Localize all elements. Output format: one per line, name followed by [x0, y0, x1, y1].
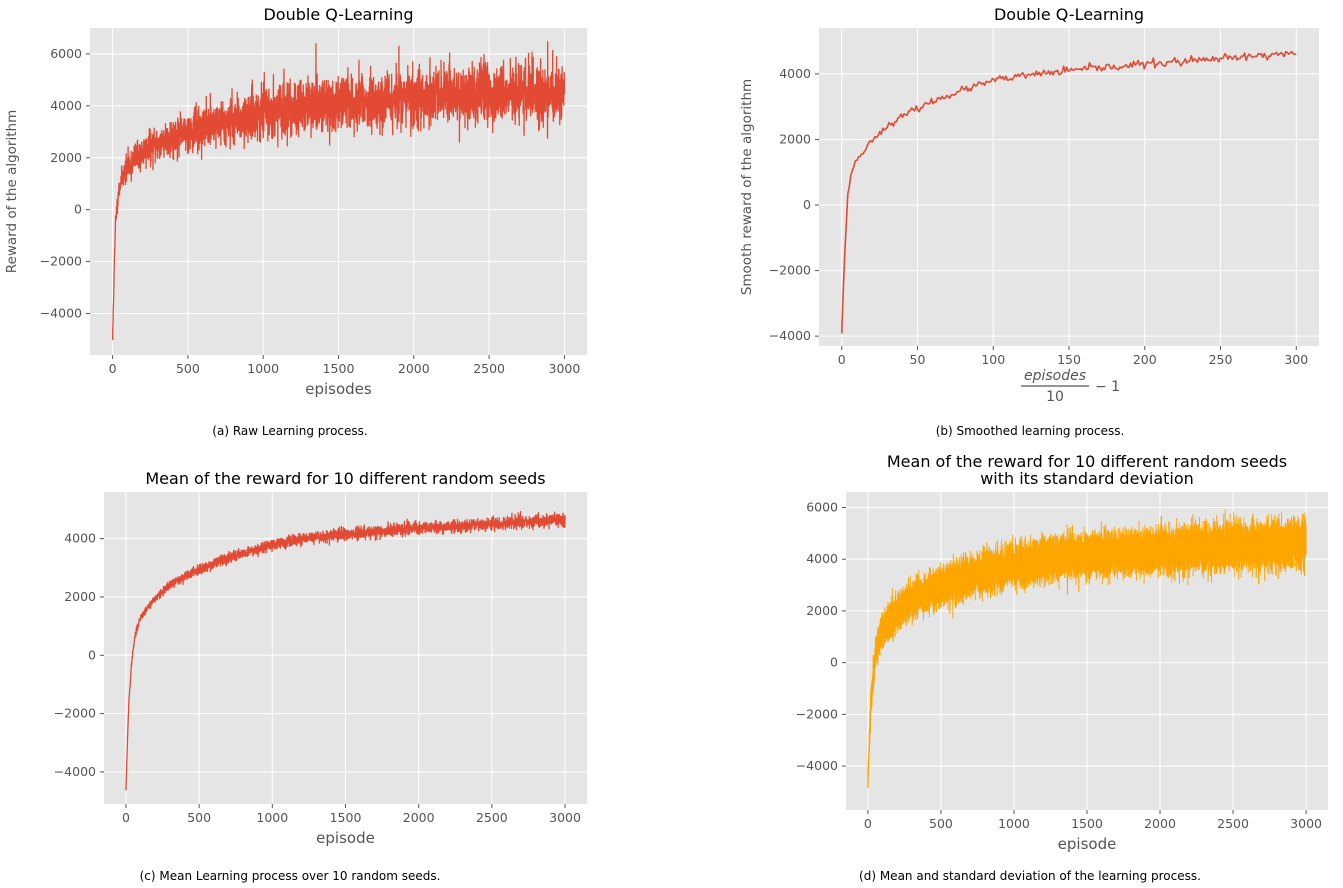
y-tick-label: 2000: [779, 131, 811, 146]
x-tick-label: 2000: [398, 361, 430, 376]
x-tick-label: 1500: [330, 810, 362, 825]
y-tick-label: 4000: [50, 98, 82, 113]
x-tick-label: 0: [838, 352, 846, 367]
y-tick-label: −2000: [796, 706, 838, 721]
y-tick-label: −4000: [54, 764, 96, 779]
x-tick-label: 0: [109, 361, 117, 376]
chart-2: 0 500 1000 1500 2000 2500 3000 −4000 −2000 0 2000 4…: [54, 469, 587, 847]
y-tick-label: −4000: [796, 758, 838, 773]
x-tick-label: 500: [176, 361, 200, 376]
y-tick-label: 2000: [64, 589, 96, 604]
svg-text:− 1: − 1: [1095, 379, 1120, 395]
y-tick-label: 4000: [64, 531, 96, 546]
y-tick-label: 0: [74, 202, 82, 217]
x-tick-label: 1000: [247, 361, 279, 376]
x-tick-label: 2500: [1217, 816, 1249, 831]
x-tick-label: 3000: [1290, 816, 1322, 831]
x-tick-label: 2500: [473, 361, 505, 376]
caption-a: (a) Raw Learning process.: [212, 424, 368, 438]
x-tick-label: 3000: [549, 361, 581, 376]
y-tick-label: −4000: [40, 305, 82, 320]
x-axis-label: episode: [1058, 835, 1117, 853]
svg-text:10: 10: [1046, 389, 1064, 405]
std-band: [867, 509, 1307, 788]
x-tick-label: 250: [1209, 352, 1233, 367]
x-tick-label: 2000: [403, 810, 435, 825]
x-tick-label: 200: [1133, 352, 1157, 367]
x-tick-label: 2000: [1144, 816, 1176, 831]
x-tick-label: 100: [981, 352, 1005, 367]
chart-1: 0 50 100 150 200 250 300 −4000 −2000 0 2000 4000 Dou…: [739, 5, 1319, 405]
x-tick-label: 500: [187, 810, 211, 825]
x-tick-label: 500: [929, 816, 953, 831]
caption-d: (d) Mean and standard deviation of the l…: [859, 869, 1201, 883]
y-tick-label: 4000: [806, 551, 838, 566]
y-tick-label: 0: [830, 655, 838, 670]
chart-title: Mean of the reward for 10 different rand…: [145, 469, 545, 488]
x-tick-label: 0: [122, 810, 130, 825]
y-tick-label: 4000: [779, 66, 811, 81]
series-line: [840, 50, 1297, 334]
caption-c: (c) Mean Learning process over 10 random…: [139, 869, 441, 883]
series-line: [111, 41, 566, 341]
y-axis-label: Reward of the algorithm: [4, 110, 20, 273]
chart-3: 0 500 1000 1500 2000 2500 3000 −4000 −2000 0 2000 4…: [796, 452, 1328, 853]
x-axis-label: episodes 10 − 1: [1021, 368, 1120, 405]
x-tick-label: 300: [1284, 352, 1308, 367]
chart-0: 0 500 1000 1500 2000 2500 3000 −4000 −2000 0 2000 4…: [4, 5, 587, 398]
x-tick-label: 1500: [323, 361, 355, 376]
y-axis-label: Smooth reward of the algorithm: [739, 79, 755, 295]
y-tick-label: −2000: [40, 254, 82, 269]
y-tick-label: 0: [88, 647, 96, 662]
x-tick-label: 150: [1057, 352, 1081, 367]
y-tick-label: −2000: [54, 706, 96, 721]
x-tick-label: 2500: [476, 810, 508, 825]
chart-title: Double Q-Learning: [994, 5, 1144, 24]
x-tick-label: 0: [864, 816, 872, 831]
x-tick-label: 1000: [256, 810, 288, 825]
series-line: [125, 511, 566, 791]
chart-title: Double Q-Learning: [263, 5, 413, 24]
x-tick-label: 1000: [998, 816, 1030, 831]
caption-b: (b) Smoothed learning process.: [935, 424, 1125, 438]
x-tick-label: 1500: [1071, 816, 1103, 831]
y-tick-label: 2000: [806, 603, 838, 618]
y-tick-label: 6000: [806, 500, 838, 515]
x-axis-label: episode: [316, 829, 375, 847]
y-tick-label: −4000: [769, 328, 811, 343]
x-axis-label: episodes: [305, 380, 372, 398]
y-tick-label: −2000: [769, 263, 811, 278]
y-tick-label: 2000: [50, 150, 82, 165]
svg-text:episodes: episodes: [1024, 368, 1086, 384]
chart-title: Mean of the reward for 10 different rand…: [887, 452, 1287, 471]
y-tick-label: 0: [803, 197, 811, 212]
x-tick-label: 3000: [549, 810, 581, 825]
chart-title: with its standard deviation: [980, 469, 1194, 488]
y-tick-label: 6000: [50, 46, 82, 61]
x-tick-label: 50: [910, 352, 926, 367]
